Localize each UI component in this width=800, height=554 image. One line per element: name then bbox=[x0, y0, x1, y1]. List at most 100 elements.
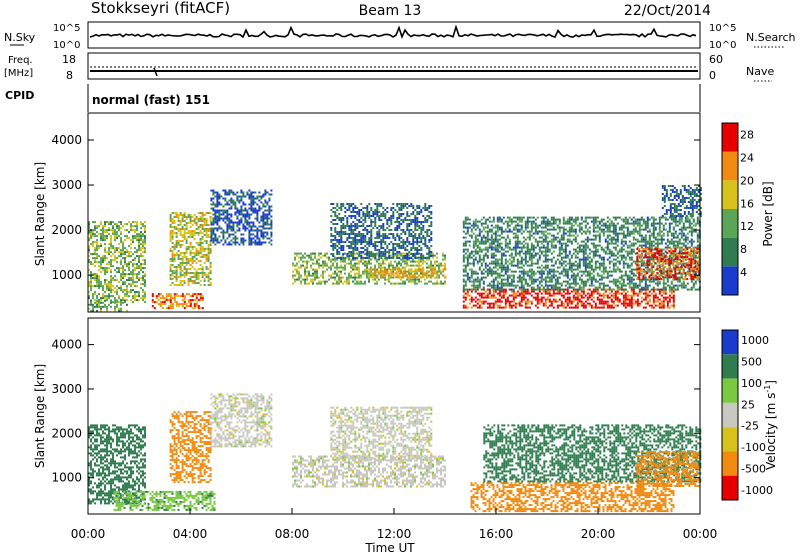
power-cell bbox=[197, 212, 200, 214]
power-cell bbox=[350, 245, 353, 247]
power-cell bbox=[544, 252, 547, 255]
power-cell bbox=[542, 234, 545, 237]
power-cell bbox=[118, 269, 120, 272]
power-cell bbox=[352, 258, 354, 261]
power-cell bbox=[398, 221, 401, 223]
power-cell bbox=[209, 278, 212, 280]
power-cell bbox=[618, 298, 621, 301]
power-cell bbox=[500, 278, 503, 281]
power-cell bbox=[195, 272, 198, 274]
power-cell bbox=[195, 262, 198, 264]
power-cell bbox=[428, 235, 431, 237]
power-cell bbox=[416, 257, 419, 259]
power-cell bbox=[636, 304, 639, 307]
power-cell bbox=[368, 262, 370, 265]
power-cell bbox=[88, 223, 90, 226]
power-cell bbox=[532, 232, 535, 235]
power-cell bbox=[382, 223, 385, 225]
power-cell bbox=[132, 259, 134, 262]
power-cell bbox=[462, 288, 465, 291]
power-cell bbox=[252, 233, 255, 236]
power-cell bbox=[183, 256, 186, 258]
power-cell bbox=[175, 214, 178, 216]
power-cell bbox=[197, 252, 200, 254]
power-cell bbox=[197, 276, 200, 278]
power-cell bbox=[516, 260, 519, 263]
power-cell bbox=[656, 296, 659, 299]
power-cell bbox=[546, 288, 549, 291]
power-cell bbox=[628, 304, 631, 307]
power-cell bbox=[378, 231, 381, 233]
power-cell bbox=[346, 255, 349, 257]
power-cell bbox=[364, 268, 366, 271]
power-cell bbox=[410, 278, 412, 281]
power-cell bbox=[410, 280, 412, 283]
power-cell bbox=[390, 249, 393, 251]
power-cell bbox=[480, 222, 483, 225]
power-cell bbox=[266, 191, 269, 194]
power-cell bbox=[488, 288, 491, 291]
power-cell bbox=[88, 303, 90, 306]
power-cell bbox=[518, 262, 521, 265]
power-cell bbox=[256, 219, 259, 222]
power-cell bbox=[512, 256, 515, 259]
power-cell bbox=[478, 228, 481, 231]
power-cell bbox=[175, 278, 178, 280]
power-cell bbox=[348, 282, 350, 285]
power-cell bbox=[496, 234, 499, 237]
power-cell bbox=[179, 214, 182, 216]
power-cell bbox=[464, 306, 467, 309]
power-cell bbox=[122, 297, 124, 300]
power-cell bbox=[246, 227, 249, 230]
power-cell bbox=[238, 243, 241, 246]
power-cell bbox=[270, 209, 273, 212]
power-cell bbox=[408, 280, 410, 283]
power-cell bbox=[378, 264, 380, 267]
noise-tick-right-top: 10^5 bbox=[709, 23, 736, 34]
power-cell bbox=[436, 256, 438, 259]
power-cell bbox=[384, 213, 387, 215]
power-cell bbox=[230, 213, 233, 216]
power-cell bbox=[568, 238, 571, 241]
power-cell bbox=[398, 227, 401, 229]
power-cell bbox=[652, 300, 655, 303]
power-cell bbox=[118, 307, 120, 310]
power-cell bbox=[209, 244, 212, 246]
power-cell bbox=[222, 229, 225, 232]
power-cell bbox=[552, 270, 555, 273]
power-cell bbox=[432, 254, 434, 257]
power-cell bbox=[136, 221, 138, 224]
power-cell bbox=[392, 272, 394, 275]
power-cell bbox=[558, 276, 561, 279]
power-cell bbox=[199, 260, 202, 262]
power-cell bbox=[568, 230, 571, 233]
power-cell bbox=[398, 260, 400, 263]
power-cell bbox=[189, 220, 192, 222]
power-cell bbox=[175, 272, 178, 274]
power-cell bbox=[624, 302, 627, 305]
power-cell bbox=[354, 249, 357, 251]
power-cell bbox=[364, 260, 366, 263]
power-cell bbox=[262, 213, 265, 216]
power-cell bbox=[576, 300, 579, 303]
power-cell bbox=[478, 298, 481, 301]
power-cell bbox=[128, 237, 130, 240]
power-cell bbox=[536, 260, 539, 263]
power-cell bbox=[566, 296, 569, 299]
power-cell bbox=[332, 203, 335, 205]
power-cell bbox=[494, 234, 497, 237]
power-cell bbox=[197, 228, 200, 230]
power-cell bbox=[480, 248, 483, 251]
power-cell bbox=[138, 237, 140, 240]
power-cell bbox=[260, 207, 263, 210]
power-cell bbox=[116, 291, 118, 294]
power-cell bbox=[428, 264, 430, 267]
power-cell bbox=[398, 239, 401, 241]
power-cell bbox=[209, 220, 212, 222]
power-cell bbox=[522, 246, 525, 249]
power-cell bbox=[360, 252, 362, 255]
power-cell bbox=[153, 301, 156, 304]
power-cell bbox=[668, 300, 671, 303]
power-cell bbox=[224, 189, 227, 192]
power-cell bbox=[518, 288, 521, 291]
